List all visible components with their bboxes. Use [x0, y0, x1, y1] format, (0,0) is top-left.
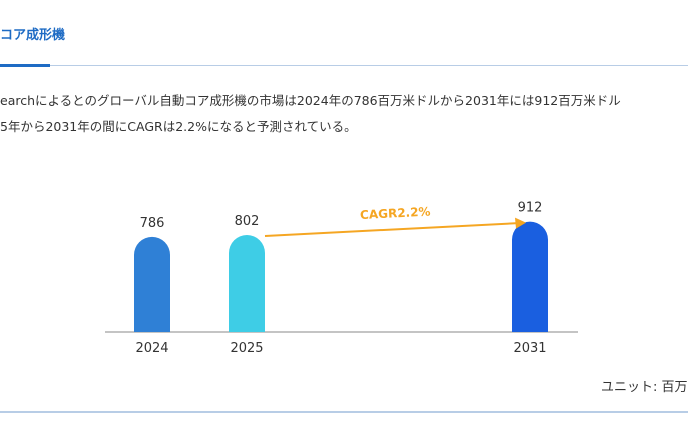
bottom-line — [0, 411, 688, 413]
value-label: 912 — [518, 201, 543, 216]
bar — [512, 221, 548, 332]
arrow-head — [515, 217, 526, 229]
x-tick-label: 2024 — [135, 341, 168, 356]
description-line: 5年から2031年の間にCAGRは2.2%になると予測されている。 — [0, 119, 357, 134]
value-label: 786 — [140, 216, 165, 231]
bar — [134, 236, 170, 332]
section-title: コア成形機 — [0, 28, 66, 43]
value-label: 802 — [235, 214, 260, 229]
x-tick-label: 2031 — [513, 341, 546, 356]
unit-label: ユニット: 百万 — [601, 380, 688, 395]
tab-indicator — [0, 64, 50, 67]
cagr-label: CAGR2.2% — [360, 205, 431, 223]
bar — [229, 234, 265, 332]
tab-line — [0, 65, 688, 66]
description: earchによるとのグローバル自動コア成形機の市場は2024年の786百万米ドル… — [0, 88, 621, 140]
description-line: earchによるとのグローバル自動コア成形機の市場は2024年の786百万米ドル… — [0, 93, 621, 108]
cagr-arrow — [264, 222, 519, 237]
x-tick-label: 2025 — [230, 341, 263, 356]
